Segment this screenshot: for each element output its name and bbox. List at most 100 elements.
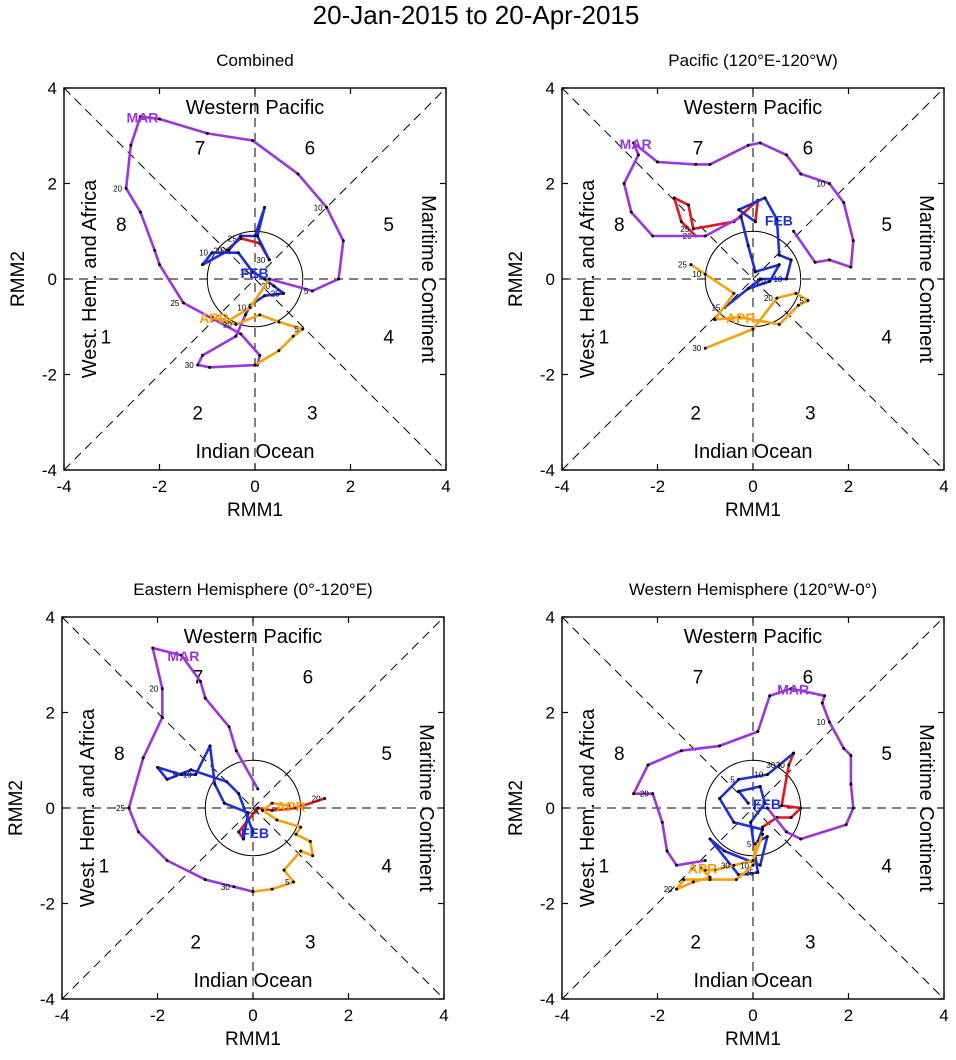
day-marker [256, 806, 260, 810]
day-marker [256, 787, 260, 791]
day-marker [246, 811, 250, 815]
x-tick-label: 0 [748, 1006, 757, 1025]
day-marker [253, 363, 257, 367]
phase-number-8: 8 [614, 215, 625, 236]
x-tick-label: -2 [150, 1006, 165, 1025]
day-marker [325, 205, 329, 209]
day-marker [194, 773, 198, 777]
day-marker [713, 868, 717, 872]
day-marker [708, 875, 712, 879]
day-marker [751, 327, 755, 331]
month-label-mar: MAR [126, 110, 158, 126]
day-label: 10 [692, 270, 701, 279]
day-marker [761, 825, 765, 829]
day-marker [775, 296, 779, 300]
day-label: 5 [799, 296, 804, 305]
day-marker [763, 196, 767, 200]
phase-number-3: 3 [805, 933, 816, 954]
day-label: 5 [304, 287, 309, 296]
region-label-top: Western Pacific [186, 97, 325, 119]
day-marker [270, 801, 274, 805]
day-label: 30 [256, 256, 265, 265]
day-marker [737, 315, 741, 319]
phase-number-6: 6 [803, 668, 814, 689]
day-marker [234, 334, 238, 338]
day-marker [682, 878, 686, 882]
day-marker [323, 796, 327, 800]
day-marker [813, 260, 817, 264]
unit-circle [204, 759, 302, 857]
day-marker [272, 284, 276, 288]
day-marker [277, 320, 281, 324]
day-label: 5 [173, 771, 178, 780]
day-marker [156, 765, 159, 769]
day-marker [165, 859, 169, 863]
y-tick-label: 2 [546, 175, 555, 194]
x-tick-label: 4 [441, 477, 450, 496]
month-label-feb: FEB [241, 825, 269, 841]
day-marker [660, 820, 664, 824]
day-marker [675, 887, 679, 891]
day-marker [291, 334, 295, 338]
day-label: 10 [199, 249, 208, 258]
day-marker [758, 863, 762, 867]
phase-number-4: 4 [881, 327, 892, 348]
region-label-right: Maritime Continent [415, 724, 437, 892]
day-marker [203, 696, 207, 700]
panel-title: Combined [216, 51, 294, 70]
day-marker [768, 694, 772, 698]
day-label: 30 [766, 761, 775, 770]
day-marker [708, 837, 712, 841]
y-tick-label: 0 [46, 799, 55, 818]
day-marker [124, 186, 128, 190]
day-marker [672, 196, 676, 200]
day-marker [632, 792, 636, 796]
day-marker [732, 820, 736, 824]
phase-number-5: 5 [881, 215, 892, 236]
series-line-apr [675, 833, 764, 891]
day-marker [691, 227, 695, 231]
day-marker [737, 208, 741, 212]
day-label: 30 [221, 883, 230, 892]
day-marker [694, 162, 698, 166]
phase-number-5: 5 [381, 744, 392, 765]
day-marker [827, 182, 831, 185]
day-marker [849, 753, 853, 757]
x-tick-label: 2 [844, 477, 853, 496]
day-label: 20 [640, 790, 649, 799]
day-marker [787, 763, 791, 767]
x-tick-label: -4 [554, 1006, 569, 1025]
phase-number-4: 4 [383, 327, 394, 348]
region-label-left: West. Hem. and Africa [577, 708, 599, 907]
region-label-bottom: Indian Ocean [196, 441, 315, 463]
day-marker [665, 849, 669, 853]
day-marker [632, 141, 636, 145]
x-tick-label: -4 [554, 477, 569, 496]
day-label: 20 [149, 685, 158, 694]
series-line-mar [632, 687, 855, 867]
phase-number-1: 1 [599, 327, 610, 348]
day-marker [827, 720, 831, 724]
phase-number-2: 2 [190, 933, 201, 954]
y-tick-label: 2 [46, 704, 55, 723]
day-marker [777, 322, 781, 326]
series-line-feb [201, 206, 285, 317]
day-marker [198, 679, 202, 683]
x-axis-label: RMM1 [725, 500, 781, 521]
y-tick-label: 0 [546, 799, 555, 818]
phase-number-8: 8 [116, 215, 127, 236]
day-marker [203, 878, 207, 882]
day-marker [827, 258, 831, 262]
day-marker [751, 863, 755, 867]
day-marker [234, 322, 238, 326]
day-marker [251, 270, 255, 274]
region-label-bottom: Indian Ocean [694, 441, 813, 463]
day-marker [151, 646, 155, 650]
day-marker [179, 653, 183, 657]
day-marker [287, 804, 291, 808]
day-label: 15 [240, 268, 249, 277]
day-marker [622, 182, 626, 185]
day-marker [263, 205, 267, 209]
